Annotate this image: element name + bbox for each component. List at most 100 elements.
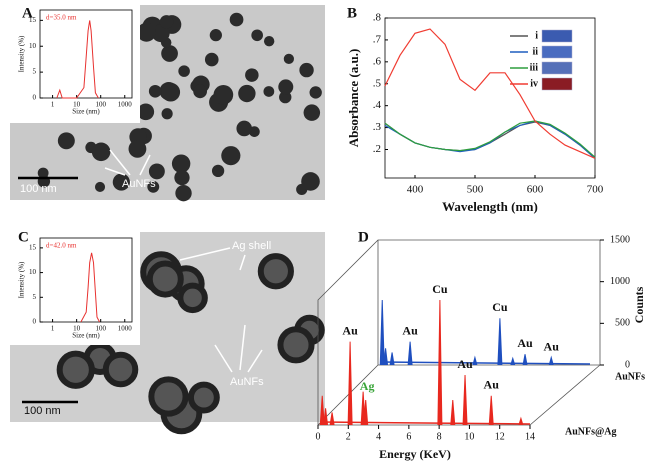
y-tick-label: 15: [29, 16, 37, 24]
x-tick-label: 4: [376, 431, 381, 442]
peak: [347, 341, 353, 426]
x-tick-label: 2: [346, 431, 351, 442]
particle: [177, 282, 208, 314]
y-tick-label: 1500: [610, 234, 630, 245]
plot-frame: [384, 17, 596, 179]
x-tick-label: 6: [406, 431, 411, 442]
peak-label: Cu: [492, 300, 508, 314]
particle: [301, 172, 320, 191]
peak: [379, 299, 385, 366]
particle: [309, 86, 322, 99]
inset-title: d=42.0 nm: [46, 242, 77, 250]
plot-frame: [39, 237, 133, 323]
scale-label: 100 nm: [20, 183, 57, 195]
peak: [363, 399, 369, 426]
particle: [238, 84, 256, 103]
plot-frame: [39, 9, 133, 99]
y-tick-label: 10: [29, 268, 37, 276]
y-axis-label: Intensity (%): [18, 35, 26, 72]
particle: [204, 52, 219, 67]
inset-c: [10, 232, 140, 345]
x-axis-label: Wavelength (nm): [442, 199, 538, 214]
particle: [221, 146, 241, 166]
data-line: [80, 252, 101, 323]
y-tick-label: .2: [373, 143, 381, 155]
y-tick-label: 5: [33, 68, 37, 76]
peak: [522, 354, 528, 366]
particle: [57, 132, 75, 150]
peak: [518, 416, 524, 426]
x-tick-label: 10: [464, 431, 474, 442]
data-line: [384, 121, 596, 159]
baseline: [381, 361, 591, 365]
particle: [161, 45, 178, 62]
panel-letter: C: [18, 229, 29, 245]
particle: [245, 68, 259, 82]
y-tick-label: .6: [373, 55, 382, 67]
x-tick-label: 0: [316, 431, 321, 442]
y-axis-label: Intensity (%): [18, 261, 26, 298]
peak-label: Au: [457, 357, 473, 371]
data-line: [56, 20, 99, 99]
x-axis-label: Energy (KeV): [379, 447, 451, 461]
particle: [171, 154, 191, 173]
particle: [128, 139, 147, 158]
y-tick-label: 15: [29, 243, 37, 251]
particle: [175, 184, 192, 202]
legend-label: iv: [530, 78, 538, 89]
x-axis-label: Size (nm): [72, 108, 100, 116]
legend-label: i: [535, 30, 538, 41]
x-tick-label: 1000: [118, 325, 133, 333]
label: AuNFs: [122, 178, 156, 190]
label: Ag shell: [232, 240, 271, 252]
peak: [329, 412, 335, 426]
peak-label: Au: [484, 378, 500, 392]
particle: [151, 24, 170, 43]
x-axis-label: Size (nm): [72, 332, 100, 340]
legend-label: iii: [530, 62, 539, 73]
particle: [213, 84, 234, 105]
peak: [548, 355, 554, 366]
peak-label: Au: [544, 339, 560, 353]
particle: [193, 84, 208, 99]
panel-letter: A: [22, 5, 33, 21]
x-tick-label: 1: [51, 325, 55, 333]
peak: [389, 352, 395, 366]
y-axis-label: Absorbance (a.u.): [346, 49, 361, 148]
particle: [94, 181, 106, 192]
peak: [437, 299, 443, 426]
x-tick-label: 10: [73, 101, 81, 109]
peak: [497, 318, 503, 366]
x-tick-label: 100: [95, 101, 106, 109]
series-label: AuNFs@Ag: [565, 426, 617, 437]
x-tick-label: 14: [525, 431, 535, 442]
particle: [279, 90, 292, 104]
particle: [137, 103, 155, 121]
particle: [236, 120, 252, 137]
particle: [299, 62, 314, 78]
y-tick-label: 10: [29, 42, 37, 50]
particles: [56, 251, 325, 435]
particle: [211, 164, 225, 178]
particle: [159, 15, 174, 29]
x-tick-label: 12: [495, 431, 505, 442]
peak-label: Au: [342, 323, 358, 337]
particle: [146, 260, 184, 298]
panel-letter: B: [347, 5, 357, 21]
peak-label: Au: [517, 336, 533, 350]
particle: [148, 376, 189, 417]
y-tick-label: 0: [625, 359, 630, 370]
particle: [209, 29, 222, 42]
particle: [257, 253, 294, 290]
particles: [37, 12, 322, 202]
peak: [462, 374, 468, 426]
particle: [136, 22, 156, 42]
particle: [91, 142, 111, 162]
particle: [263, 86, 275, 97]
peak-label: Ag: [360, 379, 375, 393]
particle: [178, 65, 190, 77]
particle: [283, 53, 294, 65]
y-tick-label: .4: [373, 99, 382, 111]
y-tick-label: 0: [33, 318, 37, 326]
scale-label: 100 nm: [24, 405, 61, 417]
